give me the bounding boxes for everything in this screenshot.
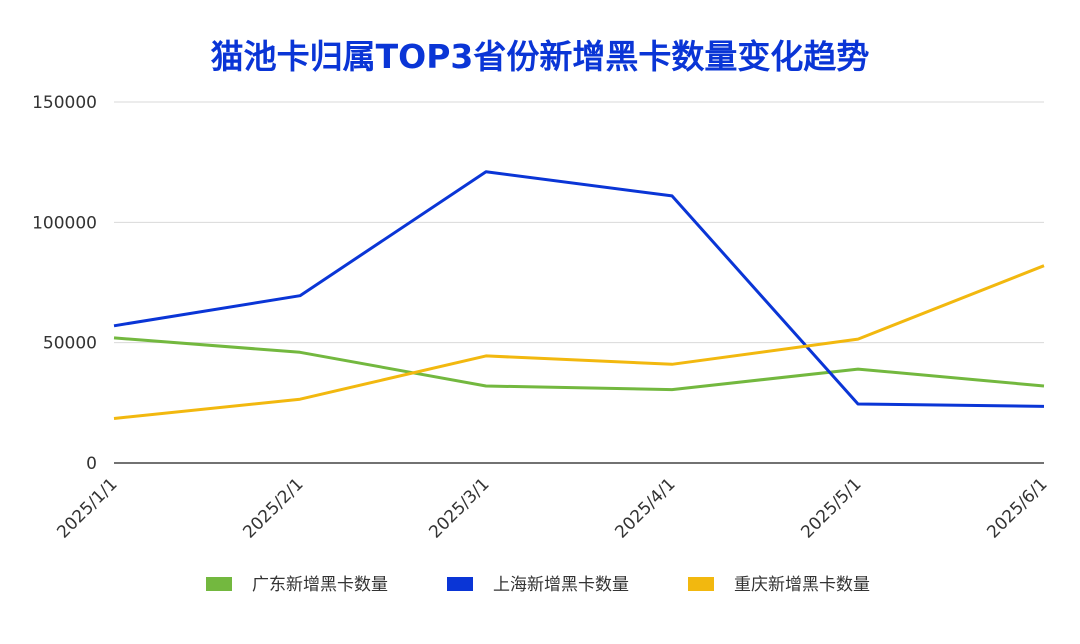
legend-label: 上海新增黑卡数量: [493, 575, 629, 595]
series-line-2: [113, 170, 1045, 408]
legend-label: 广东新增黑卡数量: [252, 575, 388, 595]
legend-swatch: [206, 577, 232, 591]
grid: [114, 101, 1044, 464]
legend-label: 重庆新增黑卡数量: [734, 575, 870, 595]
y-tick-label: 100000: [32, 213, 97, 233]
y-tick-label: 0: [86, 454, 97, 474]
x-tick-label: 2025/5/1: [797, 474, 865, 542]
y-tick-label: 50000: [43, 334, 97, 354]
series-line-3: [113, 264, 1045, 420]
x-axis: 2025/1/1 2025/2/1 2025/3/1 2025/4/1 2025/5/1…: [53, 474, 1051, 542]
x-tick-label: 2025/2/1: [239, 474, 307, 542]
x-tick-label: 2025/1/1: [53, 474, 121, 542]
x-tick-label: 2025/6/1: [983, 474, 1051, 542]
x-tick-label: 2025/3/1: [425, 474, 493, 542]
series-layer: [113, 170, 1045, 420]
chart-title: 猫池卡归属TOP3省份新增黑卡数量变化趋势: [211, 37, 870, 76]
y-tick-label: 150000: [32, 93, 97, 113]
legend-swatch: [688, 577, 714, 591]
series-line-1: [113, 336, 1045, 392]
y-axis: 0 50000 100000 150000: [32, 93, 97, 474]
x-tick-label: 2025/4/1: [611, 474, 679, 542]
legend-swatch: [447, 577, 473, 591]
legend: 广东新增黑卡数量 上海新增黑卡数量 重庆新增黑卡数量: [206, 575, 870, 595]
